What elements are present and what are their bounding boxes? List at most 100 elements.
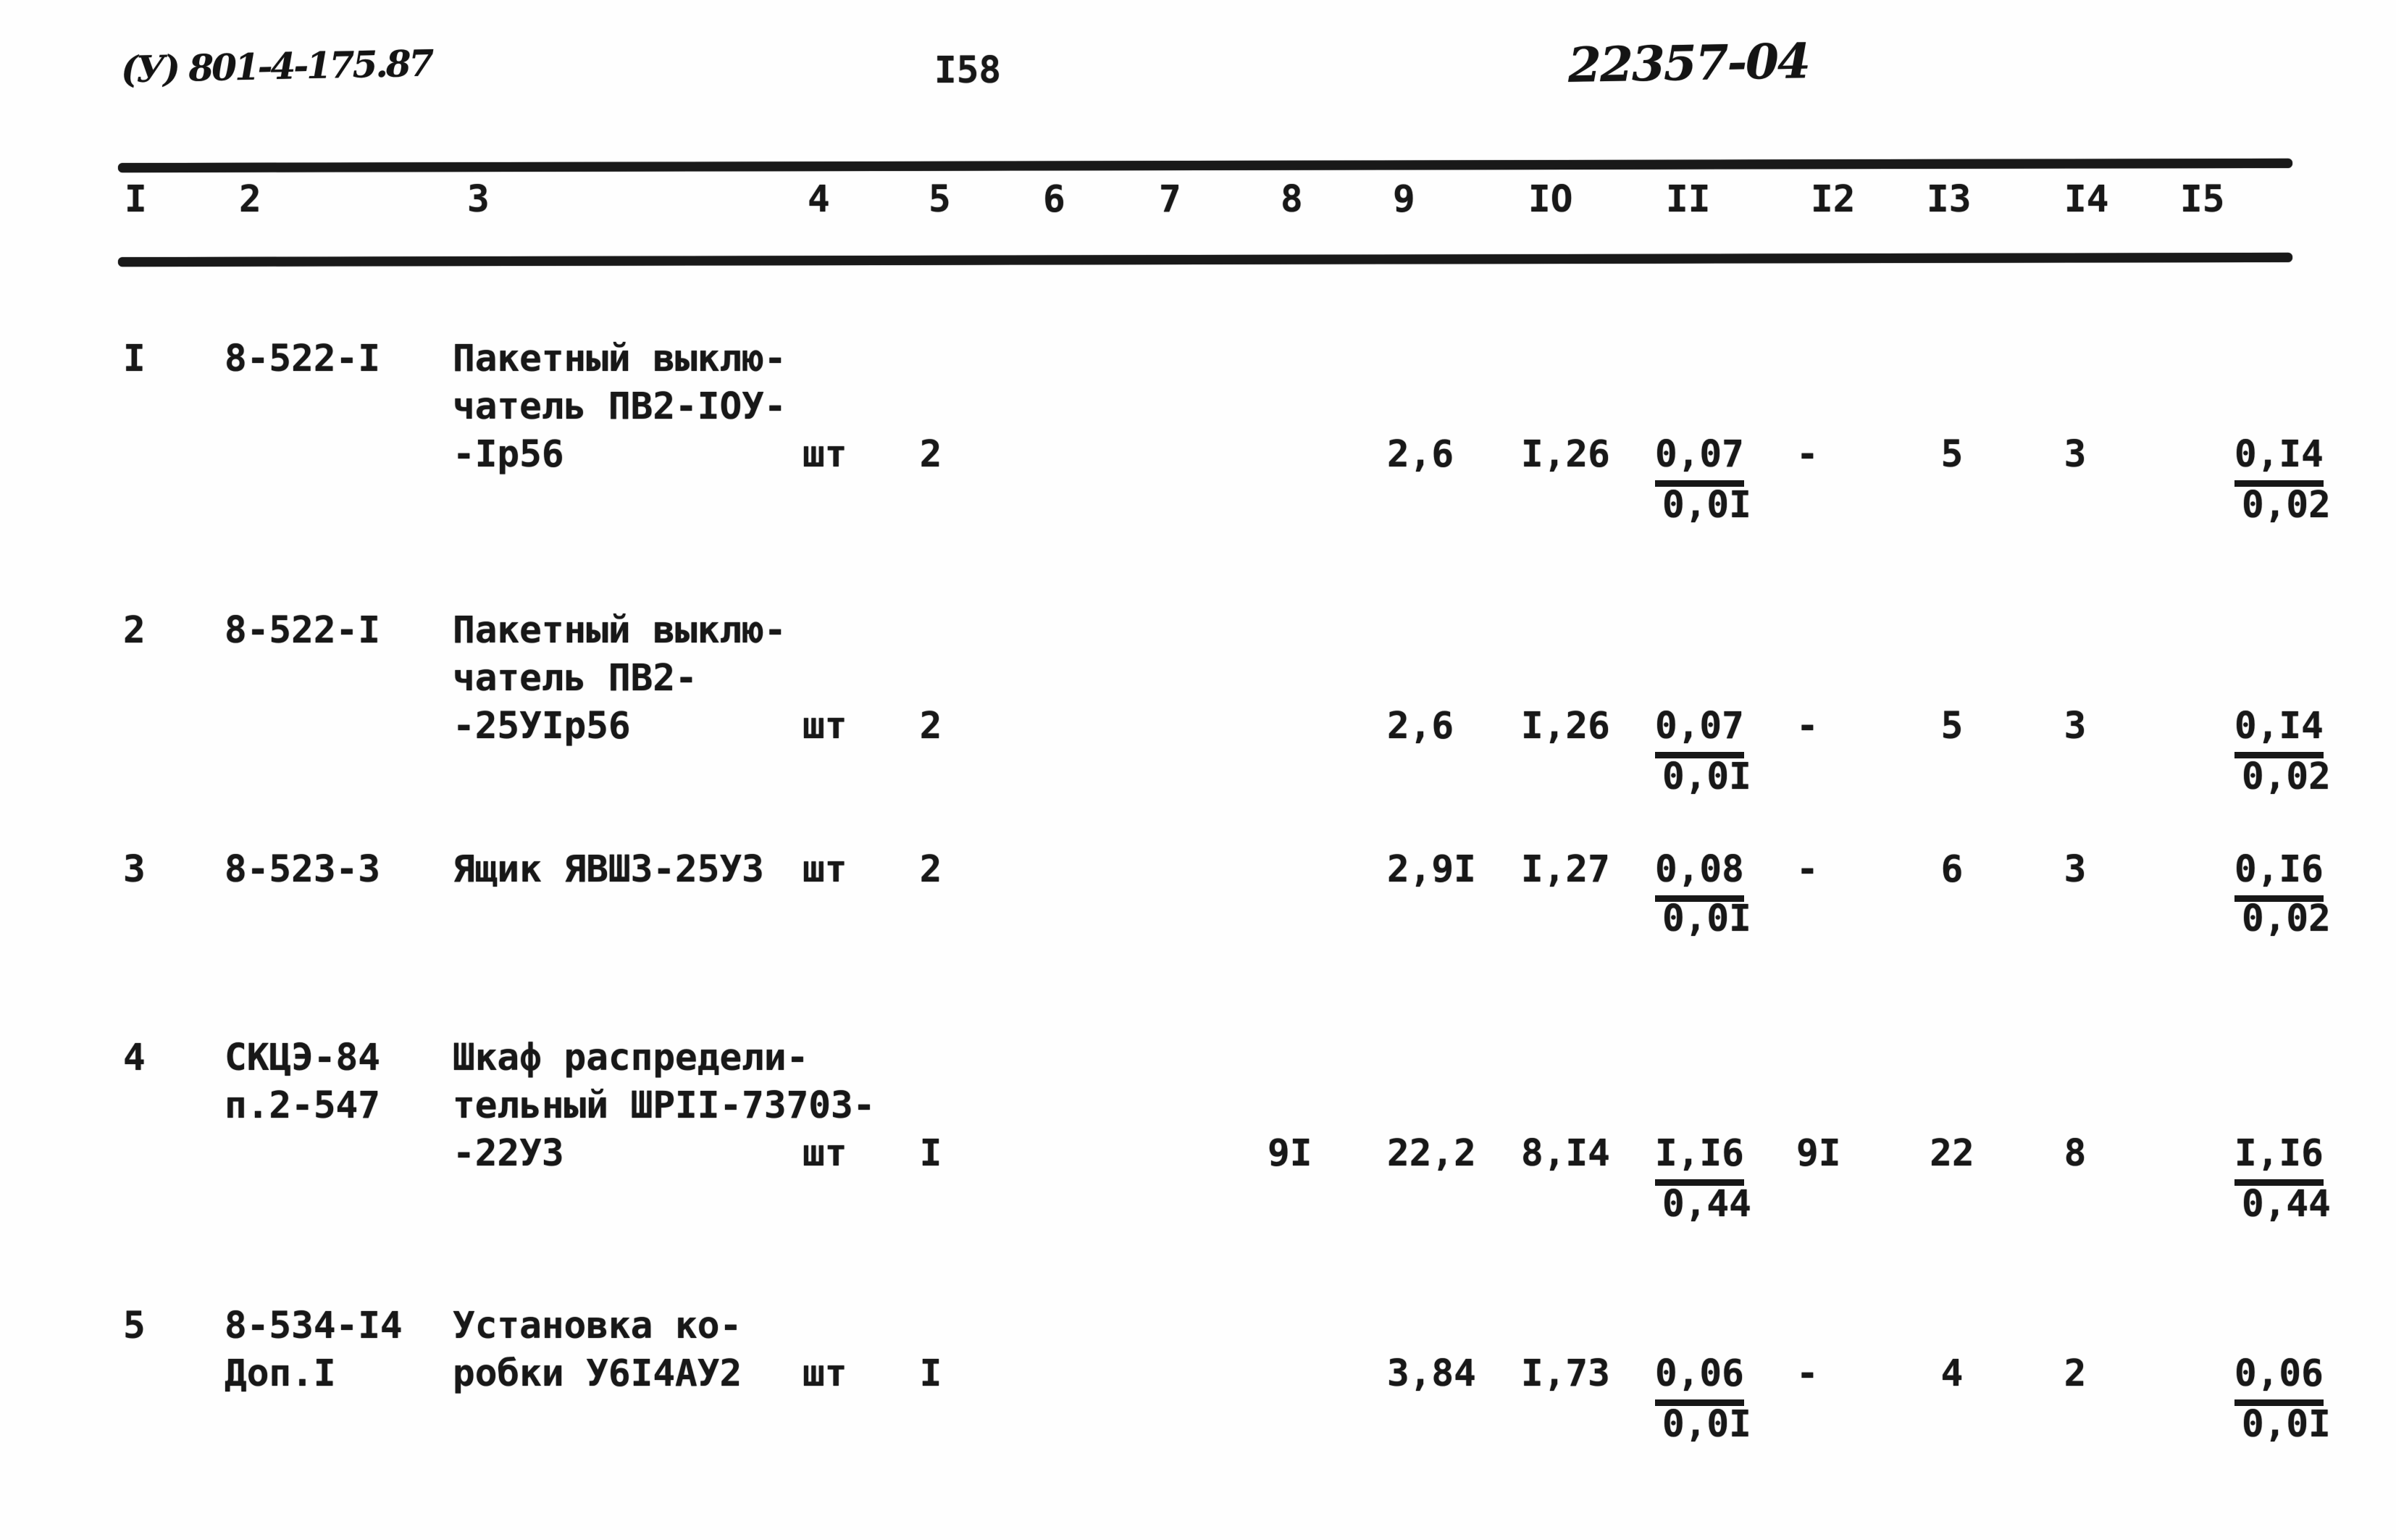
- row-col9: 22,2: [1387, 1132, 1476, 1175]
- row-col9: 2,6: [1387, 705, 1454, 748]
- row-num: 5: [123, 1305, 146, 1347]
- row-col11-numerator: I,I6: [1655, 1132, 1744, 1186]
- row-name-line: Ящик ЯВШ3-25У3: [453, 848, 764, 891]
- row-name-line: Установка ко-: [453, 1305, 742, 1347]
- row-code: 8-534-I4: [225, 1305, 403, 1347]
- column-header-8: 8: [1281, 178, 1303, 221]
- row-code: 8-522-I: [225, 609, 380, 652]
- row-qty: 2: [919, 848, 942, 891]
- row-name-line: -22У3: [453, 1132, 564, 1175]
- column-header-4: 4: [808, 178, 830, 221]
- row-unit: шт: [803, 433, 847, 476]
- row-col11-denominator: 0,0I: [1662, 484, 1751, 527]
- row-col11-denominator: 0,44: [1662, 1183, 1751, 1226]
- column-header-13: I3: [1927, 178, 1972, 221]
- column-header-5: 5: [929, 178, 951, 221]
- row-col14: 3: [2064, 705, 2087, 748]
- row-col11-numerator: 0,06: [1655, 1352, 1744, 1406]
- row-col14: 2: [2064, 1352, 2087, 1395]
- row-col15-numerator: 0,06: [2234, 1352, 2324, 1406]
- row-col12: -: [1796, 705, 1819, 748]
- row-name-line: Пакетный выклю-: [453, 338, 787, 380]
- row-col14: 8: [2064, 1132, 2087, 1175]
- row-unit: шт: [803, 848, 847, 891]
- row-col12: -: [1796, 1352, 1819, 1395]
- row-col15-numerator: I,I6: [2234, 1132, 2324, 1186]
- column-header-15: I5: [2180, 178, 2225, 221]
- row-name-line: -25УIр56: [453, 705, 631, 748]
- column-header-14: I4: [2064, 178, 2109, 221]
- row-num: 2: [123, 609, 146, 652]
- row-code: Доп.I: [225, 1352, 336, 1395]
- row-col15-denominator: 0,02: [2242, 484, 2331, 527]
- row-col13: 4: [1940, 1352, 1964, 1395]
- row-qty: 2: [919, 433, 942, 476]
- row-col13: 5: [1940, 433, 1964, 476]
- row-col11-numerator: 0,07: [1655, 705, 1744, 758]
- row-code: 8-522-I: [225, 338, 380, 380]
- row-col12: -: [1796, 848, 1819, 891]
- row-num: 3: [123, 848, 146, 891]
- column-header-6: 6: [1043, 178, 1065, 221]
- row-unit: шт: [803, 1132, 847, 1175]
- table-header-rule: [117, 252, 2293, 267]
- row-col11-numerator: 0,07: [1655, 433, 1744, 487]
- column-header-2: 2: [239, 178, 261, 221]
- column-header-3: 3: [467, 178, 490, 221]
- row-col12: 9I: [1796, 1132, 1841, 1175]
- column-header-10: IO: [1528, 178, 1573, 221]
- row-col10: I,26: [1521, 705, 1610, 748]
- row-name-line: тельный ШРII-73703-: [453, 1084, 876, 1127]
- row-col15-denominator: 0,44: [2242, 1183, 2331, 1226]
- row-col14: 3: [2064, 848, 2087, 891]
- column-header-7: 7: [1159, 178, 1181, 221]
- row-qty: I: [919, 1352, 942, 1395]
- row-col9: 2,6: [1387, 433, 1454, 476]
- row-code: СКЦЭ-84: [225, 1037, 380, 1079]
- row-col12: -: [1796, 433, 1819, 476]
- row-col15-denominator: 0,0I: [2242, 1403, 2331, 1446]
- row-col10: I,27: [1521, 848, 1610, 891]
- row-col11-denominator: 0,0I: [1662, 897, 1751, 940]
- row-col10: I,73: [1521, 1352, 1610, 1395]
- row-col8: 9I: [1268, 1132, 1312, 1175]
- row-unit: шт: [803, 1352, 847, 1395]
- row-name-line: чатель ПВ2-: [453, 657, 698, 700]
- column-header-12: I2: [1811, 178, 1856, 221]
- row-col11-numerator: 0,08: [1655, 848, 1744, 902]
- row-col15-numerator: 0,I4: [2234, 705, 2324, 758]
- handwritten-doc-code: (У) 801-4-175.87: [120, 41, 432, 91]
- row-qty: I: [919, 1132, 942, 1175]
- row-name-line: Шкаф распредели-: [453, 1037, 809, 1079]
- column-header-9: 9: [1393, 178, 1415, 221]
- row-col10: I,26: [1521, 433, 1610, 476]
- row-col15-denominator: 0,02: [2242, 756, 2331, 798]
- row-name-line: -Iр56: [453, 433, 564, 476]
- row-code: п.2-547: [225, 1084, 380, 1127]
- row-col13: 5: [1940, 705, 1964, 748]
- row-num: I: [123, 338, 146, 380]
- row-qty: 2: [919, 705, 942, 748]
- row-col15-denominator: 0,02: [2242, 897, 2331, 940]
- row-col9: 2,9I: [1387, 848, 1476, 891]
- row-col13: 22: [1930, 1132, 1974, 1175]
- column-header-1: I: [125, 178, 147, 221]
- row-col11-denominator: 0,0I: [1662, 756, 1751, 798]
- row-col14: 3: [2064, 433, 2087, 476]
- page-number: I58: [934, 49, 1002, 92]
- row-col10: 8,I4: [1521, 1132, 1610, 1175]
- row-col15-numerator: 0,I6: [2234, 848, 2324, 902]
- row-unit: шт: [803, 705, 847, 748]
- table-top-rule: [117, 158, 2293, 173]
- row-code: 8-523-3: [225, 848, 380, 891]
- column-header-11: II: [1666, 178, 1711, 221]
- row-col15-numerator: 0,I4: [2234, 433, 2324, 487]
- handwritten-sheet-code: 22357-04: [1567, 33, 1810, 93]
- row-num: 4: [123, 1037, 146, 1079]
- row-name-line: чатель ПВ2-IOУ-: [453, 385, 787, 428]
- row-col9: 3,84: [1387, 1352, 1476, 1395]
- row-col11-denominator: 0,0I: [1662, 1403, 1751, 1446]
- row-name-line: робки У6I4АУ2: [453, 1352, 742, 1395]
- row-col13: 6: [1940, 848, 1964, 891]
